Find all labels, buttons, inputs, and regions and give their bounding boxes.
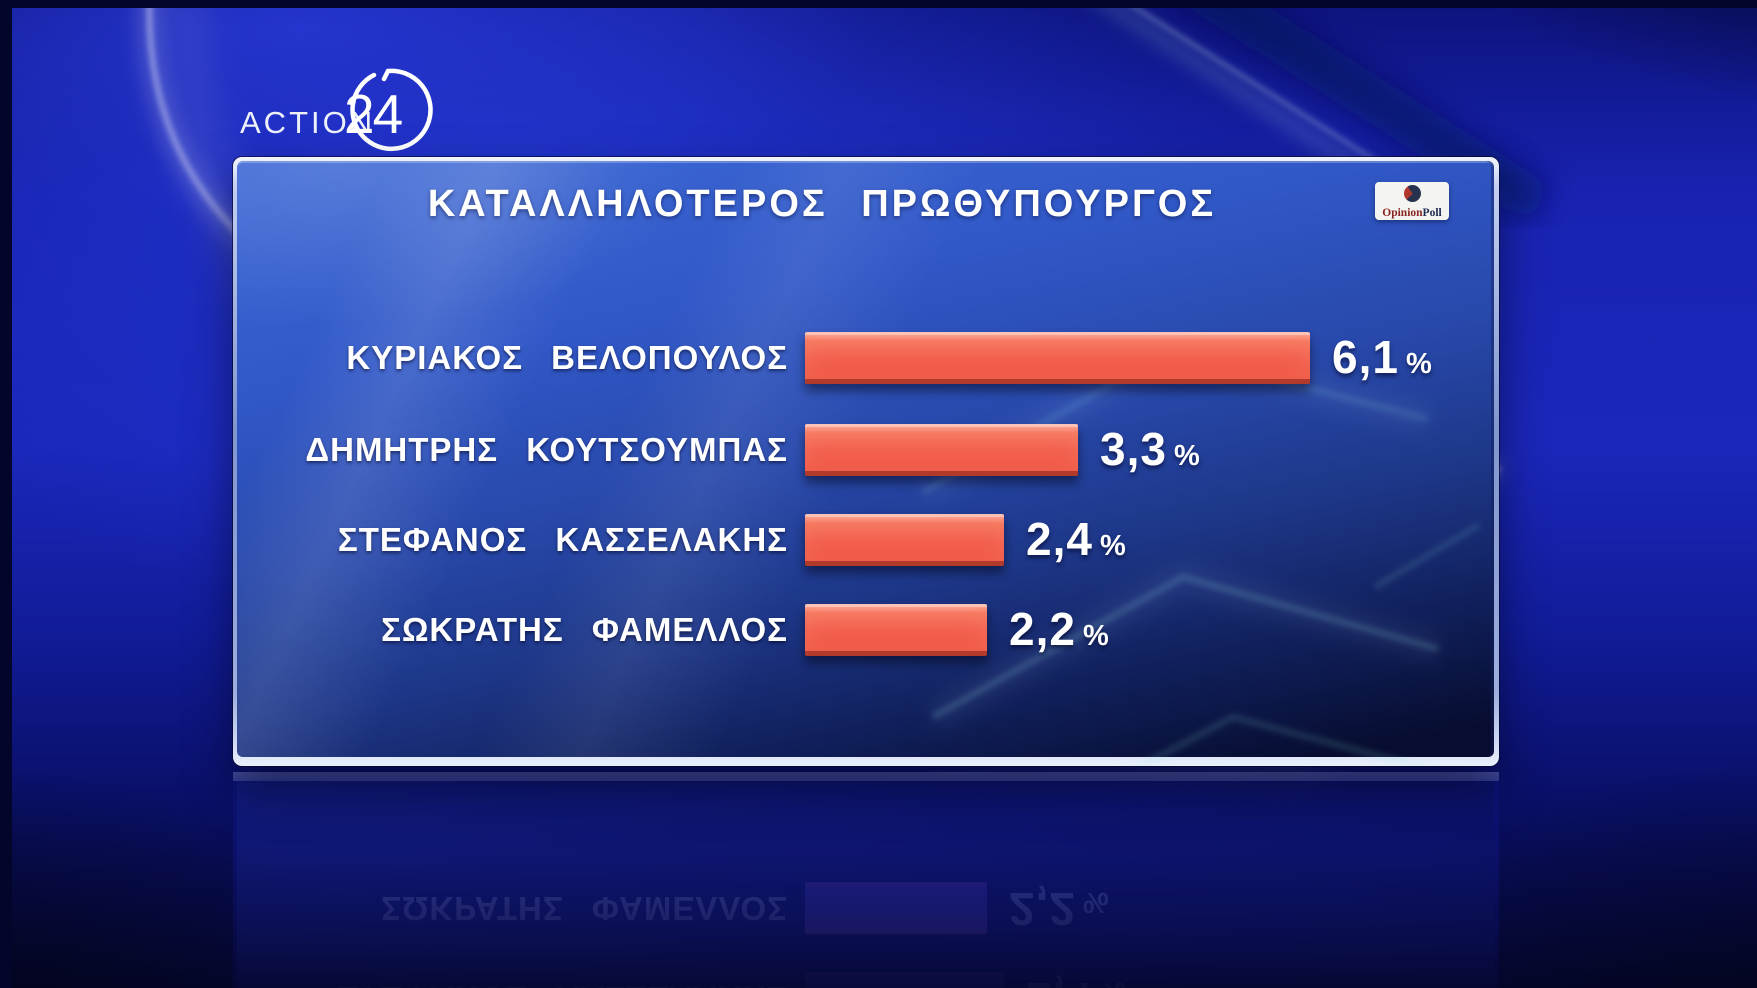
percent-sign: % [1173, 440, 1200, 472]
bar-value: 3,3 [1100, 423, 1167, 475]
chart-title: ΚΑΤΑΛΛΗΛΟΤΕΡΟΣ ΠΡΩΘΥΠΟΥΡΓΟΣ [427, 183, 1217, 225]
bar [805, 514, 1004, 566]
bar-label: ΣΤΕΦΑΝΟΣ ΚΑΣΣΕΛΑΚΗΣ [273, 971, 788, 988]
action24-logo-number: 24 [344, 83, 403, 145]
value-group: 2,4% [1026, 513, 1126, 567]
bar-label: ΔΗΜΗΤΡΗΣ ΚΟΥΤΣΟΥΜΠΑΣ [305, 431, 788, 468]
opinion-poll-logo: OpinionPoll [1375, 182, 1449, 220]
chart-row: ΣΩΚΡΑΤΗΣ ΦΑΜΕΛΛΟΣ 2,2% [233, 881, 1499, 935]
bar [805, 882, 987, 934]
opinion-poll-logo-text: OpinionPoll [1382, 207, 1442, 219]
bar-rows: ΚΥΡΙΑΚΟΣ ΒΕΛΟΠΟΥΛΟΣ 6,1% ΔΗΜΗΤΡΗΣ ΚΟΥΤΣΟ… [233, 772, 1499, 988]
bar [805, 332, 1310, 384]
bar-label: ΣΩΚΡΑΤΗΣ ΦΑΜΕΛΛΟΣ [381, 890, 788, 927]
percent-sign: % [1405, 348, 1432, 380]
chart-row: ΚΥΡΙΑΚΟΣ ΒΕΛΟΠΟΥΛΟΣ 6,1% [233, 331, 1499, 385]
bar-label: ΣΩΚΡΑΤΗΣ ΦΑΜΕΛΛΟΣ [381, 611, 788, 648]
percent-sign: % [1100, 976, 1126, 988]
chart-row: ΔΗΜΗΤΡΗΣ ΚΟΥΤΣΟΥΜΠΑΣ 3,3% [233, 423, 1499, 477]
chart-row: ΣΤΕΦΑΝΟΣ ΚΑΣΣΕΛΑΚΗΣ 2,4% [233, 971, 1499, 988]
value-group: 2,4% [1026, 971, 1126, 988]
value-group: 3,3% [1100, 423, 1200, 477]
action24-logo: ACTION 24 [240, 68, 433, 162]
action24-circle-icon [350, 68, 433, 152]
percent-sign: % [1082, 620, 1109, 652]
bar-value: 6,1 [1332, 331, 1399, 383]
value-group: 2,2% [1009, 881, 1109, 935]
poll-graphic-panel: ΚΑΤΑΛΛΗΛΟΤΕΡΟΣ ΠΡΩΘΥΠΟΥΡΓΟΣ OpinionPoll … [233, 157, 1499, 766]
bar-label: ΣΤΕΦΑΝΟΣ ΚΑΣΣΕΛΑΚΗΣ [337, 521, 788, 558]
bar [805, 972, 1004, 988]
bar-value: 2,4 [1026, 973, 1093, 988]
bar [805, 424, 1078, 476]
action24-logo-text: ACTION [240, 105, 376, 140]
bar-label: ΚΥΡΙΑΚΟΣ ΒΕΛΟΠΟΥΛΟΣ [346, 339, 788, 376]
chart-row: ΣΤΕΦΑΝΟΣ ΚΑΣΣΕΛΑΚΗΣ 2,4% [233, 513, 1499, 567]
panel-mirror: ΚΥΡΙΑΚΟΣ ΒΕΛΟΠΟΥΛΟΣ 6,1% ΔΗΜΗΤΡΗΣ ΚΟΥΤΣΟ… [233, 772, 1499, 988]
bar-value: 2,4 [1026, 513, 1093, 565]
screen-left-border [0, 0, 12, 988]
percent-sign: % [1082, 886, 1109, 918]
panel-reflection: ΚΥΡΙΑΚΟΣ ΒΕΛΟΠΟΥΛΟΣ 6,1% ΔΗΜΗΤΡΗΣ ΚΟΥΤΣΟ… [233, 772, 1499, 988]
bar-rows: ΚΥΡΙΑΚΟΣ ΒΕΛΟΠΟΥΛΟΣ 6,1% ΔΗΜΗΤΡΗΣ ΚΟΥΤΣΟ… [233, 157, 1499, 766]
reflection-border-line [233, 772, 1499, 781]
reflection-backdrop [237, 781, 1494, 988]
bar-value: 2,2 [1009, 603, 1076, 655]
chart-row: ΣΩΚΡΑΤΗΣ ΦΑΜΕΛΛΟΣ 2,2% [233, 603, 1499, 657]
value-group: 6,1% [1332, 331, 1432, 385]
opinion-poll-circle-icon [1403, 185, 1421, 202]
value-group: 2,2% [1009, 603, 1109, 657]
bar-value: 2,2 [1009, 883, 1076, 935]
screen-top-border [0, 0, 1757, 8]
bar [805, 604, 987, 656]
percent-sign: % [1099, 530, 1126, 562]
